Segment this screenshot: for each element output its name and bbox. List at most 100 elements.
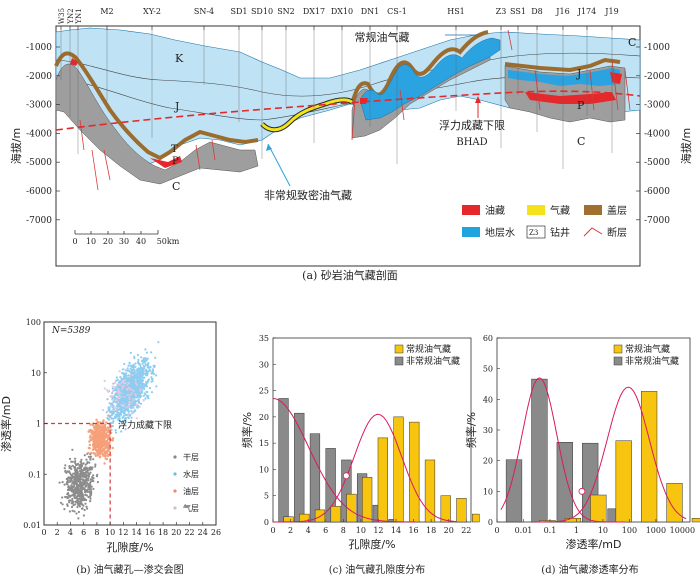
scatter-point	[113, 406, 116, 409]
scatter-point	[127, 386, 130, 389]
scatter-point	[61, 481, 64, 484]
scatter-point	[120, 406, 124, 409]
ylabel-a-left: 海拔/m	[9, 128, 23, 164]
conventional-reservoir-label: 常规油气藏	[355, 30, 410, 44]
scatter-point	[87, 495, 90, 499]
bar-unconventional	[278, 398, 289, 523]
legend-caprock-swatch	[584, 205, 602, 215]
faults-group	[79, 29, 631, 191]
x-tick-label: 18	[426, 526, 436, 535]
scatter-point	[145, 351, 149, 354]
scatter-point	[116, 399, 119, 402]
scatter-point	[102, 420, 105, 423]
scatter-point	[82, 495, 85, 498]
bhad-line	[55, 90, 641, 131]
scatter-point	[139, 402, 143, 405]
scatter-point	[88, 440, 91, 443]
bar-conventional	[456, 498, 467, 523]
x-axis-label: 孔隙度/%	[348, 537, 395, 551]
scatter-point	[67, 494, 70, 497]
scatter-point	[114, 401, 118, 404]
kde-intersection	[342, 472, 350, 480]
scatter-point	[142, 394, 145, 397]
bar-conventional	[393, 416, 404, 523]
scatter-point	[106, 437, 110, 440]
scatter-point	[98, 424, 101, 427]
bar-conventional	[346, 493, 357, 523]
y-tick-label: 0	[264, 518, 269, 527]
scatter-point	[89, 500, 92, 503]
scatter-point	[84, 502, 87, 505]
legend-conventional-swatch	[613, 344, 623, 354]
bar-conventional-tail	[472, 513, 480, 523]
scatter-point	[64, 470, 67, 473]
scatter-point	[130, 416, 133, 419]
scatter-point	[68, 487, 71, 490]
scatter-point	[69, 499, 72, 502]
scatter-point	[125, 377, 128, 380]
legend-unconventional-label: 非常规油气藏	[406, 355, 460, 367]
scatter-point	[84, 493, 87, 496]
caption-a: (a) 砂岩油气藏剖面	[302, 268, 398, 282]
scatter-point	[111, 392, 114, 395]
scatter-point	[98, 452, 101, 456]
y-tick-label-left: -1000	[26, 43, 52, 53]
scatter-point	[93, 428, 97, 431]
scatter-point	[90, 493, 93, 496]
scatter-point	[75, 473, 79, 476]
scatter-point	[70, 488, 73, 491]
stratum-j-east: J	[576, 67, 581, 80]
scatter-point	[132, 380, 135, 383]
scatter-point	[115, 413, 118, 416]
scatter-point	[104, 457, 108, 460]
well-label: SS1	[510, 7, 526, 16]
legend-oil-dot	[173, 489, 177, 493]
scatter-point	[85, 490, 88, 493]
y-tick-label: 30	[483, 426, 493, 435]
scatter-point	[96, 446, 99, 449]
scatter-point	[107, 453, 110, 456]
scatter-point	[135, 403, 138, 406]
scatter-point	[121, 398, 125, 401]
scatter-point	[151, 371, 155, 374]
scatter-point	[106, 426, 110, 429]
scatter-point	[69, 494, 72, 497]
scatter-point	[143, 367, 146, 370]
scatter-point	[74, 460, 77, 463]
scatter-point	[114, 431, 118, 434]
scatter-point	[107, 444, 110, 447]
scatter-point	[86, 471, 89, 474]
scatter-point	[89, 471, 92, 474]
oil-reservoir-j19	[610, 72, 622, 84]
x-tick-label: 16	[408, 526, 418, 535]
scatter-point	[65, 477, 68, 481]
scatter-point	[104, 423, 107, 426]
scatter-point	[111, 437, 115, 440]
scatter-point	[77, 462, 80, 465]
well-label: XY-2	[143, 7, 161, 16]
scatter-point	[68, 470, 71, 473]
scatter-point	[92, 444, 95, 447]
scatter-point	[106, 389, 109, 392]
scatter-point	[137, 367, 140, 370]
scale-tick-40: 40	[136, 237, 146, 246]
scatter-point	[126, 388, 129, 391]
scatter-point	[74, 487, 78, 490]
scatter-point	[117, 406, 120, 409]
bar-unconventional	[531, 378, 548, 523]
scatter-point	[105, 451, 109, 455]
scatter-point	[141, 376, 144, 379]
x-tick-label: 18	[158, 528, 168, 537]
scatter-point	[149, 365, 152, 368]
scatter-point	[144, 348, 147, 351]
scatter-point	[121, 407, 124, 410]
scatter-point	[70, 474, 73, 477]
scatter-point	[130, 412, 133, 415]
scatter-point	[144, 360, 147, 363]
y-tick-label-left: -6000	[26, 187, 52, 197]
scatter-point	[94, 465, 97, 468]
scatter-point	[122, 368, 125, 371]
x-tick-label: 20	[171, 528, 181, 537]
x-tick-label: 16	[145, 528, 155, 537]
scatter-point	[130, 380, 133, 383]
